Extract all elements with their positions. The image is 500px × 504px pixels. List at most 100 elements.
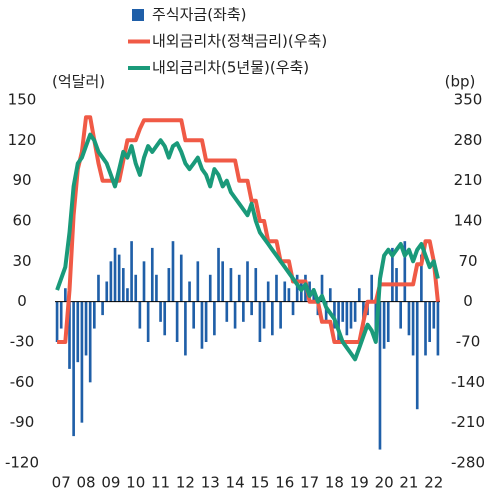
bar bbox=[403, 241, 407, 302]
y-tick-label: -60 bbox=[10, 373, 35, 391]
x-tick-label: 16 bbox=[275, 474, 294, 492]
bar bbox=[109, 261, 113, 302]
bar bbox=[192, 301, 196, 329]
bar bbox=[271, 301, 274, 336]
bar bbox=[250, 301, 253, 316]
y-tick-label: -30 bbox=[10, 333, 35, 351]
bar bbox=[200, 301, 204, 349]
y2-tick-label: -70 bbox=[456, 333, 481, 351]
legend-label: 내외금리차(정책금리)(우축) bbox=[152, 32, 327, 50]
line bbox=[55, 132, 440, 362]
y-tick-label: -90 bbox=[10, 413, 35, 431]
bar bbox=[275, 274, 278, 302]
x-tick-label: 14 bbox=[226, 474, 245, 492]
x-tick-label: 21 bbox=[399, 474, 418, 492]
bar bbox=[337, 301, 340, 342]
bar bbox=[184, 301, 187, 356]
line bbox=[57, 115, 440, 344]
bar bbox=[217, 247, 220, 302]
bar bbox=[283, 281, 287, 302]
bar bbox=[64, 288, 67, 302]
bar bbox=[59, 301, 63, 329]
bar bbox=[101, 301, 104, 316]
bar bbox=[295, 274, 299, 302]
bar bbox=[382, 301, 386, 349]
x-tick-label: 08 bbox=[77, 474, 96, 492]
y-axis-label: (억달러) bbox=[52, 73, 105, 91]
bar bbox=[415, 301, 419, 410]
bar bbox=[242, 301, 245, 322]
bar bbox=[80, 301, 84, 423]
bar bbox=[229, 268, 233, 302]
bar bbox=[341, 301, 345, 322]
bar bbox=[291, 301, 295, 316]
y-tick-label: 150 bbox=[8, 91, 37, 109]
y-tick-label: 120 bbox=[8, 131, 37, 149]
bar bbox=[411, 301, 415, 356]
bar bbox=[378, 301, 382, 450]
y2-tick-label: -140 bbox=[451, 373, 485, 391]
x-tick-label: 10 bbox=[126, 474, 145, 492]
bar bbox=[237, 274, 241, 302]
bar bbox=[213, 301, 216, 336]
bar bbox=[84, 301, 88, 356]
bar bbox=[68, 301, 71, 369]
bar bbox=[391, 247, 394, 302]
bar bbox=[204, 301, 208, 342]
x-tick-label: 07 bbox=[52, 474, 71, 492]
bar bbox=[407, 301, 411, 336]
bar bbox=[113, 247, 117, 302]
y-tick-label: 0 bbox=[17, 292, 27, 310]
bar bbox=[225, 301, 229, 322]
y-tick-label: 30 bbox=[12, 252, 31, 270]
x-tick-label: 11 bbox=[151, 474, 170, 492]
x-tick-label: 13 bbox=[201, 474, 220, 492]
bar bbox=[246, 261, 249, 302]
y2-tick-label: -210 bbox=[451, 413, 485, 431]
bar bbox=[349, 301, 353, 329]
bar bbox=[233, 301, 237, 329]
bar bbox=[188, 281, 191, 302]
bar bbox=[130, 241, 133, 302]
bar bbox=[105, 281, 109, 302]
y2-tick-label: 0 bbox=[463, 292, 473, 310]
bar bbox=[399, 301, 402, 329]
bar bbox=[171, 241, 175, 302]
bar bbox=[88, 301, 92, 383]
bar bbox=[420, 254, 423, 302]
bar bbox=[208, 274, 212, 302]
bar bbox=[134, 274, 138, 302]
bar bbox=[159, 301, 162, 322]
bar bbox=[432, 301, 436, 329]
bar bbox=[142, 261, 146, 302]
bar bbox=[179, 254, 183, 302]
bar bbox=[353, 301, 357, 322]
legend-label: 내외금리차(5년물)(우축) bbox=[152, 59, 309, 77]
bar bbox=[345, 301, 349, 336]
bar bbox=[258, 301, 262, 342]
bar bbox=[93, 301, 96, 329]
bar bbox=[196, 261, 200, 302]
bar bbox=[320, 274, 324, 302]
legend-label: 주식자금(좌축) bbox=[152, 6, 247, 24]
x-tick-label: 15 bbox=[250, 474, 269, 492]
x-tick-label: 19 bbox=[350, 474, 369, 492]
x-tick-label: 12 bbox=[176, 474, 195, 492]
bar bbox=[155, 274, 158, 302]
bar bbox=[386, 301, 390, 342]
bar bbox=[163, 301, 167, 336]
bar bbox=[324, 301, 328, 322]
bar bbox=[428, 301, 431, 342]
y2-tick-label: 210 bbox=[454, 171, 483, 189]
bar bbox=[333, 301, 336, 329]
bar bbox=[72, 301, 75, 437]
bar bbox=[287, 288, 291, 302]
bar bbox=[55, 301, 59, 342]
y-tick-label: 60 bbox=[12, 212, 31, 230]
y-tick-label: -120 bbox=[5, 454, 39, 472]
x-tick-label: 18 bbox=[325, 474, 344, 492]
bar bbox=[138, 301, 142, 329]
y2-tick-label: 140 bbox=[454, 212, 483, 230]
y2-tick-label: 70 bbox=[458, 252, 477, 270]
